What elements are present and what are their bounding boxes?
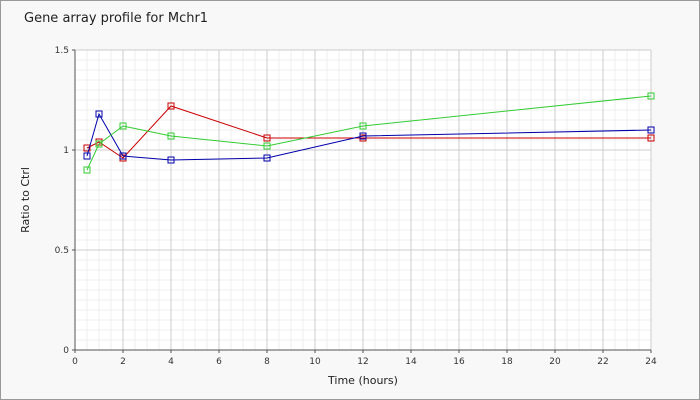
axes [72, 49, 652, 353]
data-point [647, 134, 655, 142]
x-tick-label: 8 [264, 357, 270, 367]
data-point [167, 132, 175, 140]
y-tick-label: 0 [63, 346, 69, 356]
series-2 [83, 110, 655, 164]
series-line [86, 112, 652, 161]
data-point [167, 102, 175, 110]
data-point [263, 154, 271, 162]
x-tick-label: 22 [597, 357, 608, 367]
x-tick-label: 20 [549, 357, 561, 367]
y-axis-label: Ratio to Ctrl [19, 167, 32, 233]
series-line [86, 105, 651, 159]
data-point [359, 122, 367, 130]
data-point [167, 156, 175, 164]
data-point [95, 110, 103, 118]
x-tick-label: 16 [453, 357, 465, 367]
y-tick-label: 1.5 [55, 46, 69, 56]
data-point [359, 132, 367, 140]
x-axis-label: Time (hours) [327, 374, 398, 387]
x-tick-label: 0 [72, 357, 78, 367]
data-point [647, 92, 655, 100]
data-point [263, 142, 271, 150]
chart-title: Gene array profile for Mchr1 [24, 11, 209, 26]
x-tick-label: 14 [405, 357, 417, 367]
x-tick-label: 18 [501, 357, 513, 367]
x-tick-label: 24 [645, 357, 657, 367]
series-group [83, 92, 655, 174]
data-point [83, 166, 91, 174]
grid [74, 49, 652, 351]
data-point [95, 140, 103, 148]
data-point [83, 144, 91, 152]
data-point [263, 134, 271, 142]
x-tick-label: 10 [309, 357, 321, 367]
data-point [83, 152, 91, 160]
x-tick-label: 4 [168, 357, 174, 367]
x-tick-label: 6 [216, 357, 222, 367]
data-point [119, 152, 127, 160]
y-tick-label: 1 [63, 146, 69, 156]
series-3 [83, 92, 655, 174]
series-line [86, 95, 652, 171]
data-point [119, 122, 127, 130]
y-tick-label: 0.5 [55, 246, 69, 256]
x-tick-label: 12 [357, 357, 368, 367]
data-point [647, 126, 655, 134]
x-tick-label: 2 [120, 357, 126, 367]
